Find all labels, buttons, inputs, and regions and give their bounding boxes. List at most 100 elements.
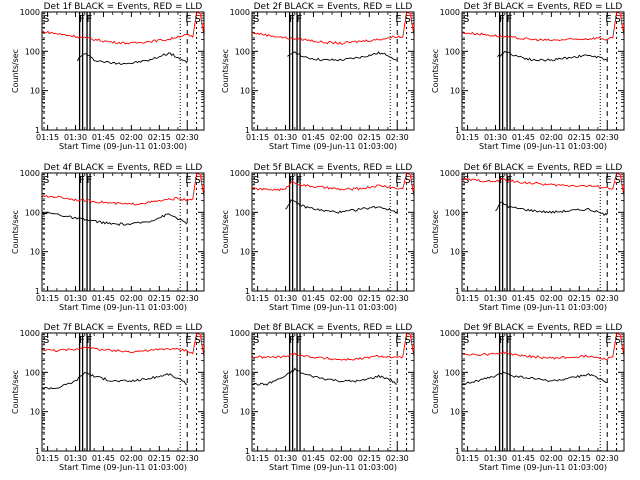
x-tick-label: 02:15 [568,454,591,463]
series-line-lld [41,332,205,357]
x-tick-label: 02:00 [120,294,143,303]
y-axis-label: Counts/sec [431,210,440,254]
x-tick-label: 02:30 [176,133,199,142]
x-tick-label: 01:15 [36,454,59,463]
y-axis-label: Counts/sec [11,370,20,414]
y-tick-label: 10 [240,87,250,96]
y-tick-label: 1000 [20,329,40,338]
marker-label-E: E [395,175,401,186]
marker-label-S: S [195,14,201,25]
chart-title: Det 1f BLACK = Events, RED = LLD [44,2,203,12]
x-tick-label: 01:15 [456,454,479,463]
x-tick-label: 01:45 [92,454,115,463]
x-tick-label: 02:30 [176,294,199,303]
marker-label-F: F [297,175,303,186]
chart-title: Det 6f BLACK = Events, RED = LLD [464,163,623,173]
series-line-lld [251,11,415,45]
x-tick-label: 01:30 [274,454,297,463]
x-tick-label: 01:15 [456,133,479,142]
chart-title: Det 7f BLACK = Events, RED = LLD [44,323,203,333]
marker-label-S: S [615,335,621,346]
y-tick-label: 1000 [230,169,250,178]
x-tick-label: 01:30 [64,294,87,303]
series-line-events [287,51,398,62]
x-tick-label: 01:45 [512,294,535,303]
y-tick-label: 10 [450,87,460,96]
marker-label-F: F [297,335,303,346]
chart-panel-7: Det 7f BLACK = Events, RED = LLD 1 10 100 10… [11,323,205,472]
y-tick-label: 100 [235,47,250,56]
x-tick-label: 02:30 [596,294,619,303]
y-tick-label: 100 [235,208,250,217]
y-tick-label: 100 [25,208,40,217]
x-tick-label: 02:15 [148,454,171,463]
chart-title: Det 8f BLACK = Events, RED = LLD [254,323,413,333]
y-tick-label: 10 [30,248,40,257]
plot-frame [41,11,205,131]
marker-label-F: F [289,14,295,25]
y-tick-label: 1000 [20,8,40,17]
x-tick-label: 02:00 [540,454,563,463]
marker-label-S: S [405,175,411,186]
x-tick-label: 01:15 [36,133,59,142]
x-tick-label: 01:30 [484,133,507,142]
series-line-lld [251,332,415,361]
y-axis-label: Counts/sec [431,370,440,414]
marker-label-S: S [463,175,469,186]
x-tick-label: 01:15 [246,454,269,463]
x-tick-label: 02:15 [568,294,591,303]
x-tick-label: 02:30 [386,294,409,303]
marker-label-S: S [253,335,259,346]
chart-title: Det 9f BLACK = Events, RED = LLD [464,323,623,333]
x-tick-label: 02:00 [330,294,353,303]
x-axis-label: Start Time (09-Jun-11 01:03:00) [59,463,187,472]
x-tick-label: 02:30 [386,133,409,142]
series-line-events [497,50,608,62]
x-tick-label: 01:30 [484,454,507,463]
x-tick-label: 01:30 [64,454,87,463]
marker-label-F: F [507,14,513,25]
marker-label-E: E [185,335,191,346]
y-tick-label: 100 [445,47,460,56]
marker-label-E: E [395,335,401,346]
x-tick-label: 02:15 [358,133,381,142]
x-tick-label: 01:15 [246,294,269,303]
x-tick-label: 02:15 [148,133,171,142]
chart-panel-8: Det 8f BLACK = Events, RED = LLD 1 10 100 10… [221,323,415,472]
series-line-events [251,367,398,386]
marker-label-F: F [79,14,85,25]
y-axis-label: Counts/sec [431,49,440,93]
series-line-events [495,201,608,217]
chart-title: Det 2f BLACK = Events, RED = LLD [254,2,413,12]
marker-label-F: F [297,14,303,25]
marker-label-S: S [615,14,621,25]
marker-label-F: F [79,175,85,186]
marker-label-F: F [499,14,505,25]
x-tick-label: 02:15 [358,294,381,303]
x-tick-label: 02:00 [540,133,563,142]
x-tick-label: 02:30 [386,454,409,463]
marker-label-F: F [87,14,93,25]
x-tick-label: 02:00 [330,133,353,142]
x-tick-label: 02:15 [148,294,171,303]
chart-panel-3: Det 3f BLACK = Events, RED = LLD 1 10 100 10… [431,2,625,151]
x-tick-label: 01:45 [92,133,115,142]
y-axis-label: Counts/sec [221,210,230,254]
series-line-events [76,52,188,65]
chart-panel-1: Det 1f BLACK = Events, RED = LLD 1 10 100 10… [11,2,205,151]
y-tick-label: 100 [235,368,250,377]
x-tick-label: 01:30 [484,294,507,303]
y-tick-label: 1 [245,287,250,296]
x-tick-label: 01:30 [274,133,297,142]
series-line-events [461,371,608,386]
y-tick-label: 1 [455,126,460,135]
marker-label-S: S [195,175,201,186]
plot-frame [251,11,415,131]
chart-panel-9: Det 9f BLACK = Events, RED = LLD 1 10 100 10… [431,323,625,472]
chart-panel-4: Det 4f BLACK = Events, RED = LLD 1 10 100 10… [11,163,205,312]
marker-label-S: S [405,335,411,346]
x-axis-label: Start Time (09-Jun-11 01:03:00) [269,142,397,151]
plot-frame [461,172,625,292]
chart-title: Det 4f BLACK = Events, RED = LLD [44,163,203,173]
